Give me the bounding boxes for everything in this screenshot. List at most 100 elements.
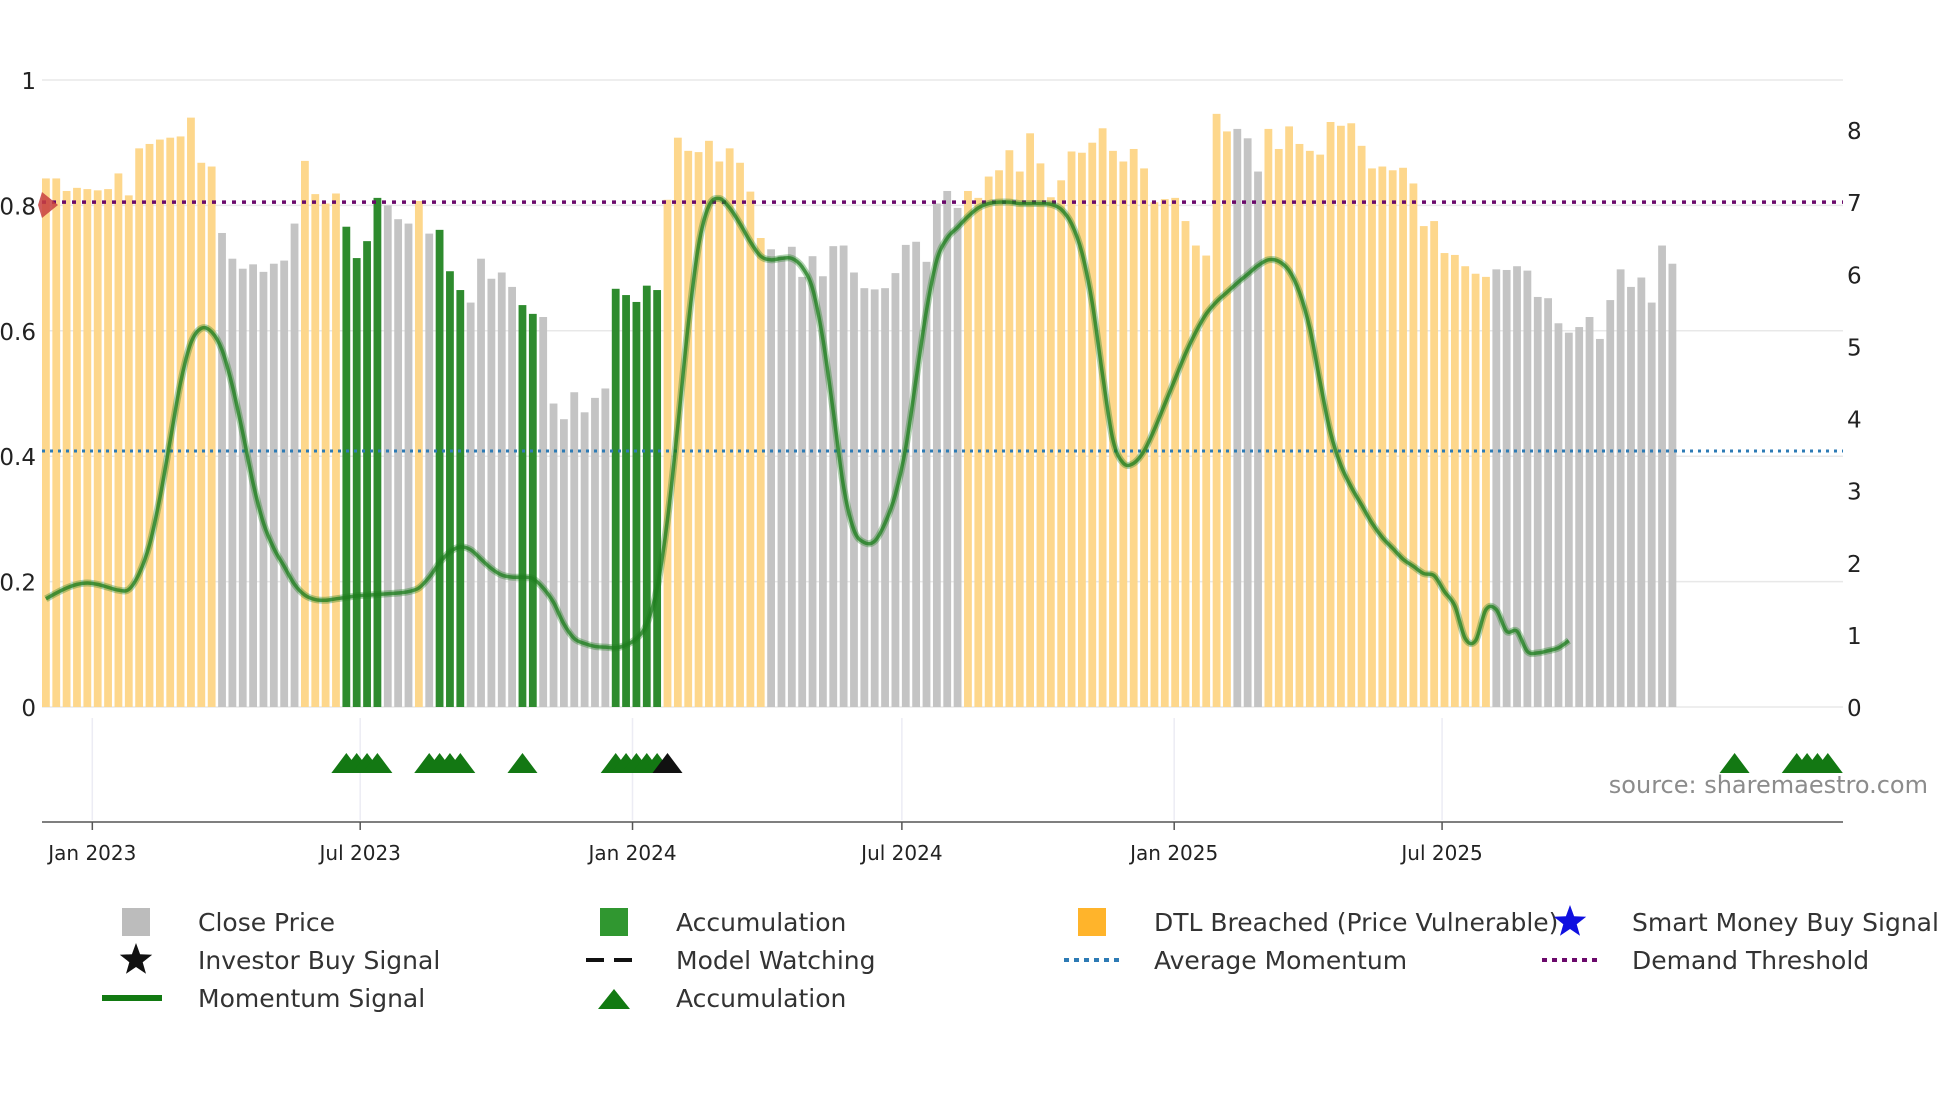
price-bar: [1129, 148, 1138, 708]
price-bar: [497, 272, 506, 707]
price-bar: [1067, 151, 1076, 707]
price-bar: [601, 388, 610, 707]
left-axis-tick: 0.2: [0, 571, 36, 597]
legend-label: Smart Money Buy Signal: [1632, 907, 1939, 937]
price-bar: [1274, 148, 1283, 708]
price-bar: [1357, 145, 1366, 707]
price-bar: [943, 190, 952, 707]
price-bar: [1575, 327, 1584, 707]
price-bar: [1668, 263, 1677, 707]
axes: 0 0.2 0.4 0.6 0.8 1 0 1 2 3 4 5 6 7 8 Jan 2023 Jul 2023 J…: [0, 69, 1862, 865]
price-bar: [1637, 277, 1646, 707]
price-bar: [705, 140, 713, 708]
legend-label: Demand Threshold: [1632, 945, 1870, 975]
price-bar: [984, 176, 993, 708]
price-bar: [1430, 221, 1439, 707]
price-bar: [1140, 168, 1148, 708]
left-axis-tick: 0.4: [0, 445, 36, 471]
price-bar: [1160, 199, 1169, 707]
price-bar: [591, 397, 599, 707]
price-bar: [1523, 270, 1532, 707]
price-bar: [1409, 183, 1418, 707]
price-bar: [663, 199, 672, 707]
price-bar: [1119, 161, 1128, 707]
price-bar: [425, 233, 434, 708]
legend-item: Investor Buy Signal: [100, 943, 440, 977]
price-bar: [1254, 171, 1262, 708]
accumulation-marker: [1719, 753, 1750, 773]
grid: [42, 79, 1843, 820]
price-bar: [570, 392, 579, 707]
reference-lines: [42, 200, 1843, 453]
price-bar: [176, 136, 185, 707]
price-bar: [1461, 266, 1470, 707]
price-bar: [1513, 266, 1521, 707]
price-bar: [1233, 128, 1242, 707]
right-axis-tick: 8: [1847, 119, 1862, 145]
price-bar: [819, 276, 827, 707]
x-axis-tick: Jul 2024: [859, 841, 942, 865]
price-bar: [922, 261, 931, 707]
price-bar: [1109, 150, 1117, 707]
price-bar: [280, 260, 289, 707]
left-axis-tick: 0: [21, 696, 36, 722]
price-bar: [363, 241, 371, 707]
left-axis-tick: 1: [21, 69, 36, 95]
price-bar: [715, 161, 724, 707]
legend-item: DTL Breached (Price Vulnerable): [1056, 905, 1558, 939]
price-bar: [1533, 296, 1542, 707]
signal-markers: [38, 192, 1843, 773]
legend-label: Accumulation: [676, 907, 847, 937]
price-bar: [1440, 253, 1449, 707]
price-bar: [850, 272, 858, 707]
price-bar: [1212, 113, 1221, 707]
price-bar: [1450, 254, 1459, 708]
price-bar: [622, 295, 630, 707]
price-bar: [269, 263, 278, 707]
price-bar: [1337, 125, 1345, 707]
accumulation-marker: [1812, 753, 1843, 773]
price-bar: [1202, 255, 1211, 707]
price-bar: [901, 244, 910, 707]
price-bar: [301, 160, 309, 707]
price-bar: [1264, 128, 1273, 707]
price-bar: [93, 190, 102, 708]
price-bar: [1181, 221, 1190, 707]
price-bar: [632, 301, 641, 707]
price-bar: [1005, 150, 1014, 707]
price-bar: [1057, 180, 1066, 707]
price-bar: [1223, 131, 1231, 707]
right-axis-tick: 1: [1847, 624, 1862, 650]
legend-item: Model Watching: [578, 943, 876, 977]
price-bar: [487, 278, 496, 707]
price-bar: [653, 290, 662, 707]
legend-symbol-square-icon: [122, 908, 150, 936]
price-bar: [114, 173, 123, 708]
legend-item: Momentum Signal: [100, 981, 425, 1015]
right-axis-tick: 5: [1847, 335, 1862, 361]
price-bar: [539, 317, 548, 707]
legend-symbol-square-icon: [600, 908, 628, 936]
x-axis-tick: Jan 2025: [1128, 841, 1218, 865]
price-bar: [1015, 171, 1024, 708]
left-axis-tick: 0.6: [0, 320, 36, 346]
price-bar: [798, 276, 807, 707]
momentum-signal: [44, 194, 1571, 658]
price-bar: [756, 238, 765, 707]
price-bar: [870, 289, 879, 707]
price-bar: [187, 117, 195, 708]
accumulation-marker: [362, 753, 393, 773]
price-bar: [1088, 142, 1097, 707]
price-bar: [373, 197, 382, 707]
price-bar: [1606, 300, 1615, 707]
investor-buy-marker: [652, 753, 683, 773]
price-bar: [736, 162, 744, 707]
legend-symbol-dotted-icon: [1542, 958, 1598, 962]
price-bar: [259, 271, 268, 707]
price-bar: [383, 205, 392, 707]
price-bar: [995, 170, 1003, 708]
price-bar: [290, 223, 299, 707]
price-bar: [1596, 338, 1604, 707]
legend-item: Accumulation: [578, 981, 846, 1015]
